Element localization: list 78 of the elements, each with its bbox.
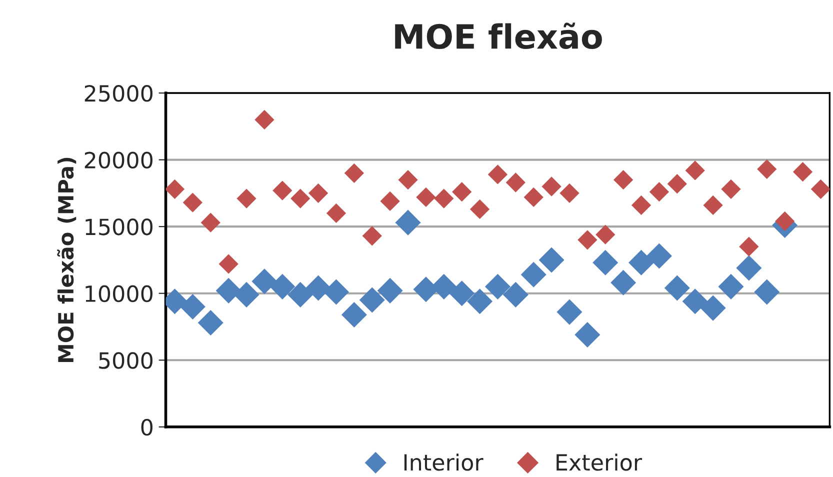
point <box>774 211 795 232</box>
point <box>667 174 687 194</box>
point <box>520 262 546 288</box>
point <box>556 299 582 325</box>
point <box>467 288 493 314</box>
point <box>416 187 436 208</box>
point <box>290 188 310 208</box>
point <box>308 183 328 204</box>
point <box>631 195 652 216</box>
point <box>449 280 475 306</box>
point <box>646 243 672 269</box>
point <box>739 236 759 256</box>
y-tick-label: 10000 <box>86 285 152 302</box>
point <box>306 275 332 301</box>
point <box>524 187 544 208</box>
point <box>341 302 367 328</box>
point <box>754 279 780 305</box>
point <box>252 268 278 294</box>
y-axis-title: MOE flexão (MPa) <box>57 158 76 362</box>
point <box>254 110 274 130</box>
point <box>434 188 454 208</box>
point <box>180 294 206 320</box>
point <box>721 179 741 199</box>
point <box>377 278 403 304</box>
point <box>596 224 616 244</box>
point <box>395 210 421 236</box>
point <box>452 182 472 202</box>
point <box>810 179 830 199</box>
point <box>682 288 708 314</box>
y-tick-label: 20000 <box>84 152 152 169</box>
point <box>757 159 777 179</box>
legend-label: Interior <box>404 454 484 471</box>
point <box>700 295 726 321</box>
point <box>685 160 705 180</box>
point <box>664 275 690 301</box>
y-tick-label: 15000 <box>86 218 152 236</box>
point <box>560 183 580 204</box>
chart-title: MOE flexão <box>395 22 602 50</box>
point <box>649 182 670 202</box>
point <box>166 179 185 199</box>
point <box>574 322 600 348</box>
y-tick-label: 0 <box>141 418 152 436</box>
point <box>703 195 723 216</box>
point <box>484 274 510 300</box>
y-tick-label: 5000 <box>99 352 152 369</box>
point <box>198 310 224 336</box>
point <box>182 192 203 212</box>
point <box>506 172 526 192</box>
point <box>398 170 418 190</box>
point <box>359 287 385 313</box>
point <box>272 180 292 200</box>
point <box>362 226 382 246</box>
point <box>542 176 562 196</box>
point <box>470 199 490 220</box>
point <box>270 274 296 300</box>
point <box>736 255 762 281</box>
point <box>578 230 598 250</box>
legend-label: Exterior <box>556 454 642 471</box>
point <box>288 282 314 308</box>
point <box>216 278 242 304</box>
point <box>218 254 238 274</box>
point <box>614 170 634 190</box>
point <box>610 270 636 296</box>
point <box>200 212 220 232</box>
point <box>628 250 654 276</box>
point <box>488 164 508 184</box>
point <box>236 188 256 208</box>
point <box>380 191 400 212</box>
point <box>792 162 813 182</box>
point <box>538 247 564 273</box>
point <box>323 279 349 305</box>
point <box>344 163 364 183</box>
point <box>326 203 346 224</box>
point <box>502 282 528 308</box>
point <box>234 282 260 308</box>
point <box>718 274 744 300</box>
point <box>592 250 618 276</box>
y-tick-label: 25000 <box>84 84 152 102</box>
